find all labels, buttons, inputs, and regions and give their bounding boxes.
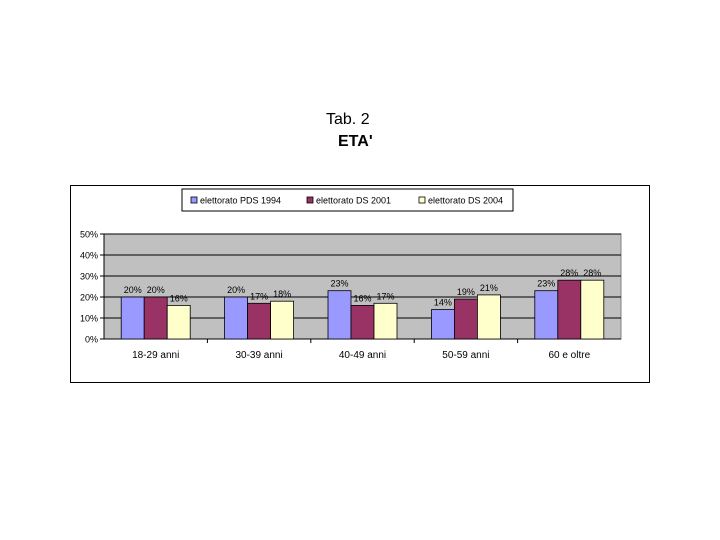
data-label: 16% — [353, 293, 371, 303]
legend-swatch — [306, 196, 314, 204]
bar — [120, 296, 145, 340]
bar — [373, 302, 398, 340]
bar — [476, 294, 501, 340]
x-tick-label: 30-39 anni — [235, 350, 282, 361]
data-label: 18% — [273, 289, 291, 299]
data-label: 28% — [583, 268, 601, 278]
data-label: 23% — [330, 279, 348, 289]
bar — [247, 302, 272, 340]
bar — [327, 290, 352, 340]
legend-box — [181, 188, 514, 212]
legend-swatch — [418, 196, 426, 204]
chart-title: Tab. 2 — [326, 111, 370, 128]
bar — [224, 296, 249, 340]
x-tick-label: 18-29 anni — [132, 350, 179, 361]
x-tick-label: 50-59 anni — [442, 350, 489, 361]
y-tick-label: 30% — [80, 272, 98, 282]
y-tick-label: 20% — [80, 293, 98, 303]
legend-swatch — [190, 196, 198, 204]
bar — [143, 296, 168, 340]
data-label: 21% — [480, 283, 498, 293]
bar — [557, 279, 582, 340]
chart-subtitle: ETA' — [338, 133, 373, 150]
legend-label: elettorato DS 2004 — [428, 196, 503, 206]
bar-chart: 0% 10% 20% 30% 40% 50% 20% 20% 16% 18-29 anni 20% 1… — [80, 188, 622, 361]
x-tick-label: 60 e oltre — [548, 350, 590, 361]
data-label: 19% — [457, 287, 475, 297]
chart-area: 0% 10% 20% 30% 40% 50% 20% 20% 16% 18-29 anni 20% 1… — [70, 185, 650, 383]
data-label: 20% — [124, 285, 142, 295]
data-label: 16% — [170, 293, 188, 303]
data-label: 17% — [376, 291, 394, 301]
data-label: 20% — [227, 285, 245, 295]
bar — [270, 300, 295, 340]
x-tick-label: 40-49 anni — [339, 350, 386, 361]
data-label: 14% — [434, 298, 452, 308]
legend-label: elettorato PDS 1994 — [200, 196, 281, 206]
y-tick-label: 50% — [80, 230, 98, 240]
bar — [430, 309, 455, 340]
y-tick-label: 0% — [85, 335, 98, 345]
data-label: 20% — [147, 285, 165, 295]
bar — [580, 279, 605, 340]
bar — [350, 305, 375, 340]
legend-label: elettorato DS 2001 — [316, 196, 391, 206]
data-label: 28% — [560, 268, 578, 278]
y-tick-label: 40% — [80, 251, 98, 261]
bar — [166, 305, 191, 340]
y-tick-label: 10% — [80, 314, 98, 324]
bar — [534, 290, 559, 340]
bar — [453, 298, 478, 340]
data-label: 23% — [537, 279, 555, 289]
data-label: 17% — [250, 291, 268, 301]
